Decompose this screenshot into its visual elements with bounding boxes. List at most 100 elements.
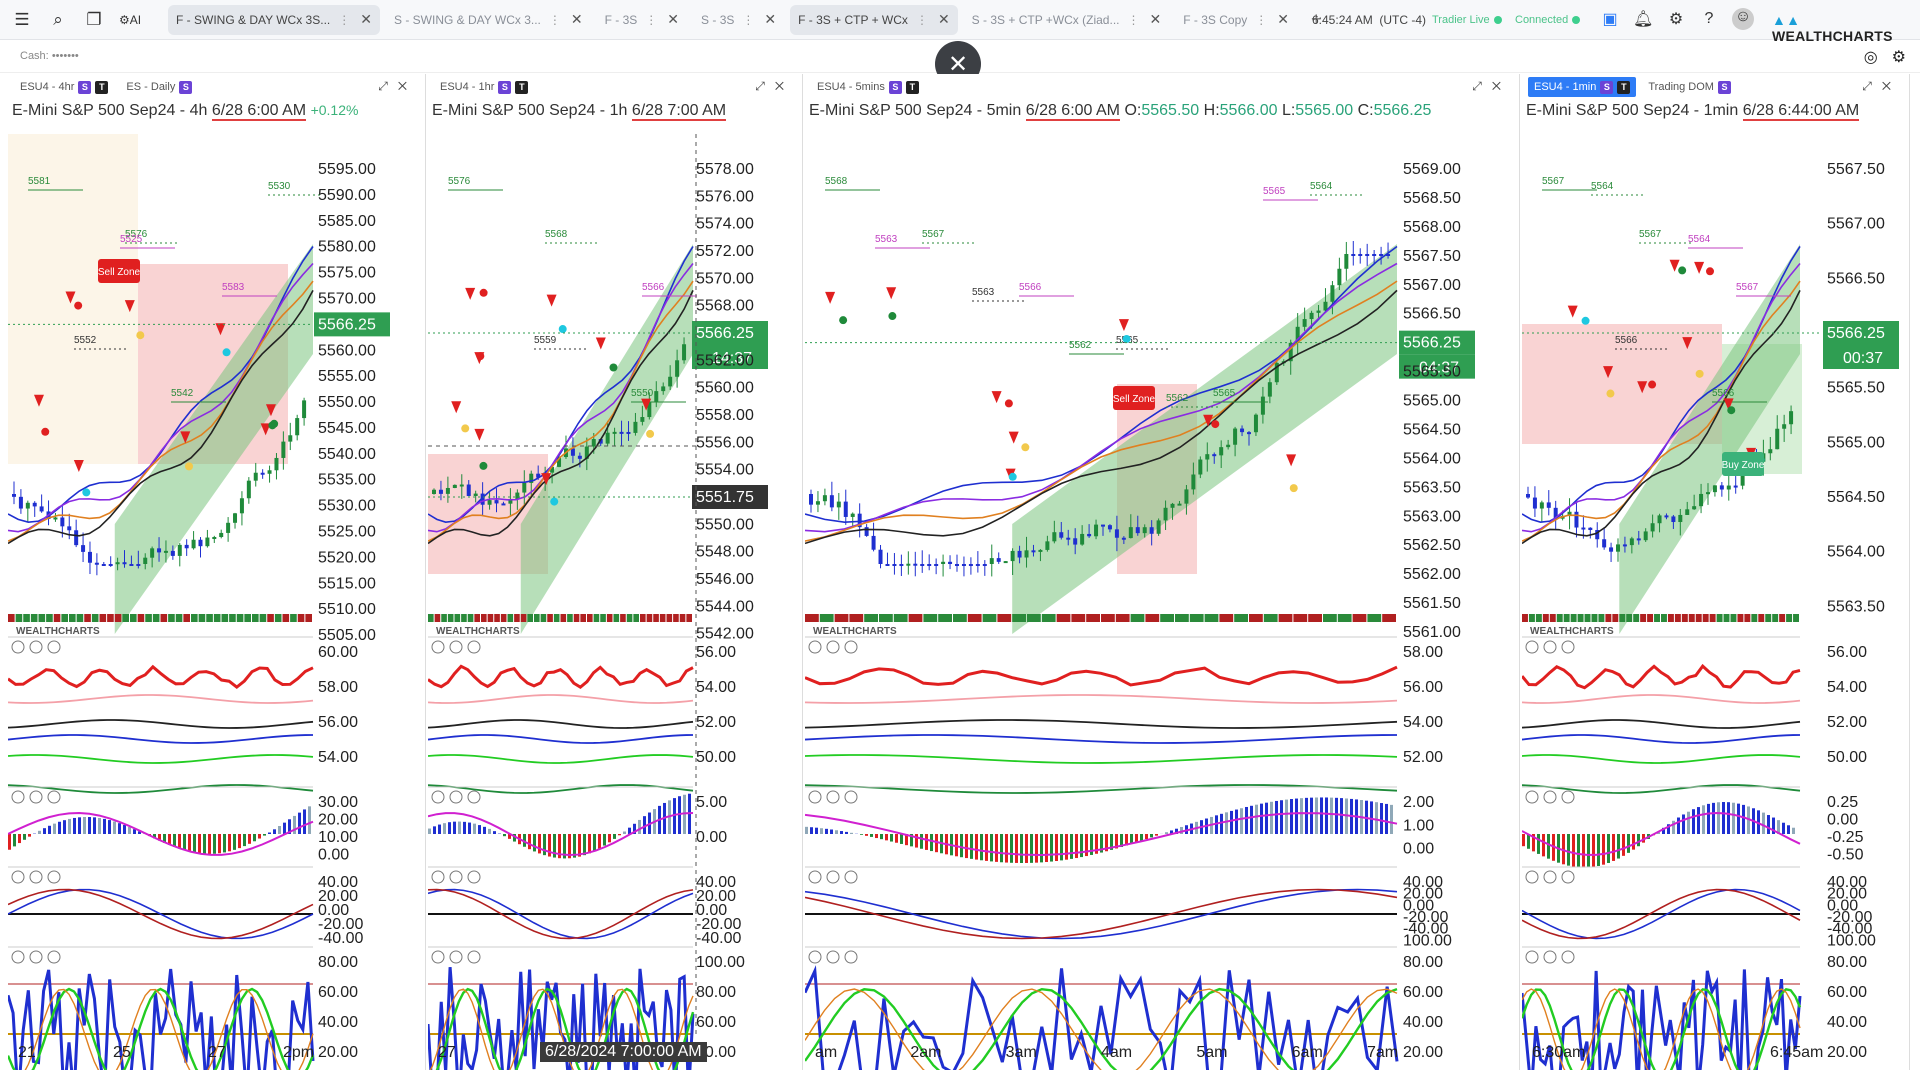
add-tab-icon[interactable]: + xyxy=(1311,9,1322,29)
layout-tab[interactable]: F - 3S + CTP + WCx ⋮ ✕ xyxy=(790,4,958,35)
chart-canvas[interactable]: 5581 5576 5583 5552 5542 5530 5525 Sell Zone 559… xyxy=(8,74,426,1070)
visibility-icon[interactable]: ◎ xyxy=(1863,49,1878,66)
tab-menu-icon[interactable]: ⋮ xyxy=(548,12,561,27)
tab-close-icon[interactable]: ✕ xyxy=(937,11,950,27)
candle xyxy=(53,517,58,520)
candle xyxy=(1351,254,1356,256)
ai-icon[interactable]: ⚙AI xyxy=(118,12,142,27)
layout-tab[interactable]: S - 3S ⋮ ✕ xyxy=(693,5,784,35)
candle xyxy=(1358,254,1363,256)
histogram-bar xyxy=(1155,834,1158,836)
layout-tab[interactable]: S - 3S + CTP +WCx (Ziad... ⋮ ✕ xyxy=(964,5,1170,35)
sync-badge[interactable]: S xyxy=(888,80,902,94)
signal-arrow xyxy=(260,423,271,436)
avatar[interactable]: ☺ xyxy=(1732,8,1754,30)
histogram-bar xyxy=(885,834,888,841)
histogram-bar xyxy=(233,834,236,850)
chart-canvas[interactable]: 5568 5567 5566 5565 5565 5564 5563 5563 5562 5562… xyxy=(805,74,1520,1070)
moving-average-line xyxy=(428,280,694,542)
histogram-bar xyxy=(1782,822,1785,834)
trend-band xyxy=(967,614,982,622)
candle xyxy=(927,564,932,566)
histogram-bar xyxy=(228,834,231,852)
panel-tab[interactable]: ESU4 - 5mins S T xyxy=(811,77,925,97)
candle xyxy=(260,472,265,475)
tab-menu-icon[interactable]: ⋮ xyxy=(1255,12,1268,27)
tab-close-icon[interactable]: ✕ xyxy=(667,11,680,27)
trend-band xyxy=(1293,614,1308,622)
candle xyxy=(829,495,834,508)
layout-tab[interactable]: F - 3S Copy ⋮ ✕ xyxy=(1175,5,1297,35)
sync-badge[interactable]: S xyxy=(1600,80,1614,94)
candle xyxy=(1031,550,1036,553)
candle xyxy=(219,532,224,538)
layout-tab[interactable]: F - SWING & DAY WCx 3S... ⋮ ✕ xyxy=(168,4,380,35)
y-axis-label: 5595.00 xyxy=(318,161,376,178)
sync-badge[interactable]: S xyxy=(179,80,193,94)
panel-tab[interactable]: ESU4 - 4hr S T xyxy=(14,77,114,97)
trend-band xyxy=(91,614,99,622)
save-icon[interactable]: ▣ xyxy=(1602,11,1618,28)
sync-badge[interactable]: S xyxy=(1717,80,1731,94)
panel-tab[interactable]: Trading DOM S xyxy=(1642,77,1737,97)
histogram-bar xyxy=(1085,834,1088,857)
histogram-bar xyxy=(815,827,818,834)
tab-menu-icon[interactable]: ⋮ xyxy=(915,12,928,27)
chart-panel[interactable]: ESU4 - 4hr S T ES - Daily S ⤢✕ E-Mini S&P 500 … xyxy=(8,74,426,1070)
chart-canvas[interactable]: 5567 5567 5567 5566 5566 5564 5564 Buy Zone 5567… xyxy=(1522,74,1910,1070)
chart-panel[interactable]: ESU4 - 5mins S T ⤢✕ E-Mini S&P 500 Sep24 - 5… xyxy=(805,74,1520,1070)
histogram-bar xyxy=(193,834,196,853)
panel-controls[interactable]: ⤢✕ xyxy=(378,79,417,93)
tab-menu-icon[interactable]: ⋮ xyxy=(338,12,351,27)
panel-tab[interactable]: ES - Daily S xyxy=(120,77,198,97)
indicator-axis-label: 0.25 xyxy=(1827,794,1858,811)
tab-menu-icon[interactable]: ⋮ xyxy=(1127,12,1140,27)
signal-arrow xyxy=(1567,305,1578,318)
layout-tab[interactable]: S - SWING & DAY WCx 3... ⋮ ✕ xyxy=(386,5,591,35)
macd-line xyxy=(1522,888,1801,940)
moving-average-line xyxy=(805,245,1398,523)
trend-band xyxy=(267,614,274,622)
trade-badge[interactable]: T xyxy=(1617,80,1631,94)
signal-arrow xyxy=(595,337,606,350)
search-icon[interactable]: ⌕ xyxy=(53,9,63,29)
panel-controls[interactable]: ⤢✕ xyxy=(1472,79,1511,93)
panel-controls[interactable]: ⤢✕ xyxy=(755,79,794,93)
chart-canvas[interactable]: 5576 5568 5566 5559 5550 5578.00 5576.00 5574.0… xyxy=(428,74,803,1070)
trade-badge[interactable]: T xyxy=(515,80,529,94)
tab-close-icon[interactable]: ✕ xyxy=(360,11,372,27)
tab-close-icon[interactable]: ✕ xyxy=(764,11,777,27)
help-icon[interactable]: ? xyxy=(1704,10,1714,27)
candle xyxy=(129,564,134,566)
candle xyxy=(459,484,464,487)
menu-icon[interactable]: ☰ xyxy=(14,9,30,29)
trend-band xyxy=(297,614,305,622)
tab-menu-icon[interactable]: ⋮ xyxy=(645,12,658,27)
gear-icon[interactable]: ⚙ xyxy=(1668,11,1684,28)
copy-icon[interactable]: ❐ xyxy=(86,9,102,29)
candle xyxy=(899,564,904,566)
layout-tab[interactable]: F - 3S ⋮ ✕ xyxy=(597,5,687,35)
tab-close-icon[interactable]: ✕ xyxy=(1277,11,1289,27)
panel-tab[interactable]: ESU4 - 1min S T xyxy=(1528,77,1637,97)
panel-controls[interactable]: ⤢✕ xyxy=(1862,79,1901,93)
sync-badge[interactable]: S xyxy=(78,80,92,94)
tab-close-icon[interactable]: ✕ xyxy=(570,11,583,27)
trend-band xyxy=(514,614,520,622)
bell-icon[interactable]: 🔔︎ xyxy=(1633,11,1654,28)
trade-badge[interactable]: T xyxy=(905,80,919,94)
trade-badge[interactable]: T xyxy=(95,80,109,94)
pane-control-icon xyxy=(844,870,858,884)
tab-close-icon[interactable]: ✕ xyxy=(1149,11,1162,27)
sync-badge[interactable]: S xyxy=(498,80,512,94)
signal-arrow xyxy=(991,391,1002,404)
indicator-axis-label: 20.00 xyxy=(1403,1044,1443,1061)
tab-menu-icon[interactable]: ⋮ xyxy=(742,12,755,27)
indicator-axis-label: 100.00 xyxy=(1403,932,1452,949)
panel-tab[interactable]: ESU4 - 1hr S T xyxy=(434,77,534,97)
chart-panel[interactable]: ESU4 - 1min S T Trading DOM S ⤢✕ E-Mini S&P 50… xyxy=(1522,74,1910,1070)
chart-panel[interactable]: ESU4 - 1hr S T ⤢✕ E-Mini S&P 500 Sep24 - 1h … xyxy=(428,74,803,1070)
candle xyxy=(1588,527,1593,531)
settings-icon[interactable]: ⚙ xyxy=(1891,49,1906,66)
histogram-bar xyxy=(910,834,913,847)
